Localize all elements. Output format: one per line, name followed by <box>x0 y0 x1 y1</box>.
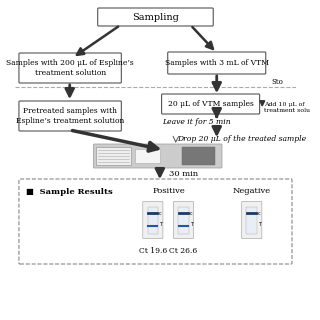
Text: Negative: Negative <box>233 187 271 195</box>
Text: c: c <box>159 211 162 216</box>
FancyBboxPatch shape <box>19 179 292 264</box>
FancyBboxPatch shape <box>143 202 163 238</box>
FancyBboxPatch shape <box>19 53 121 83</box>
Text: c: c <box>258 211 260 216</box>
FancyBboxPatch shape <box>19 101 121 131</box>
FancyBboxPatch shape <box>98 8 213 26</box>
Bar <box>148 206 158 234</box>
Text: Pretreated samples with
Espline’s treatment solution: Pretreated samples with Espline’s treatm… <box>16 108 124 124</box>
Text: Ct 26.6: Ct 26.6 <box>169 247 198 255</box>
Text: Add 10 μL of
treatment solu: Add 10 μL of treatment solu <box>264 102 310 113</box>
Text: 20 μL of VTM samples: 20 μL of VTM samples <box>168 100 253 108</box>
Bar <box>246 206 257 234</box>
FancyBboxPatch shape <box>242 202 262 238</box>
FancyBboxPatch shape <box>173 202 194 238</box>
Text: Drop 20 μL of the treated sample: Drop 20 μL of the treated sample <box>177 135 307 143</box>
Text: Sampling: Sampling <box>132 12 179 21</box>
Bar <box>96 147 131 165</box>
Text: T: T <box>258 222 261 227</box>
Text: Samples with 3 mL of VTM: Samples with 3 mL of VTM <box>165 59 269 67</box>
Bar <box>182 147 215 165</box>
Text: Samples with 200 μL of Espline’s
treatment solution: Samples with 200 μL of Espline’s treatme… <box>6 60 134 76</box>
FancyBboxPatch shape <box>93 144 222 168</box>
Bar <box>135 149 160 163</box>
Text: Ct 19.6: Ct 19.6 <box>139 247 167 255</box>
Text: Positive: Positive <box>152 187 185 195</box>
Text: Leave it for 5 min: Leave it for 5 min <box>163 118 231 126</box>
Text: Sto: Sto <box>271 78 283 86</box>
Bar <box>178 206 189 234</box>
Text: T: T <box>159 222 162 227</box>
Text: T: T <box>190 222 193 227</box>
Text: 30 min: 30 min <box>169 170 198 178</box>
Text: ■  Sample Results: ■ Sample Results <box>26 188 113 196</box>
Text: c: c <box>190 211 192 216</box>
FancyBboxPatch shape <box>168 52 266 74</box>
FancyBboxPatch shape <box>162 94 260 114</box>
